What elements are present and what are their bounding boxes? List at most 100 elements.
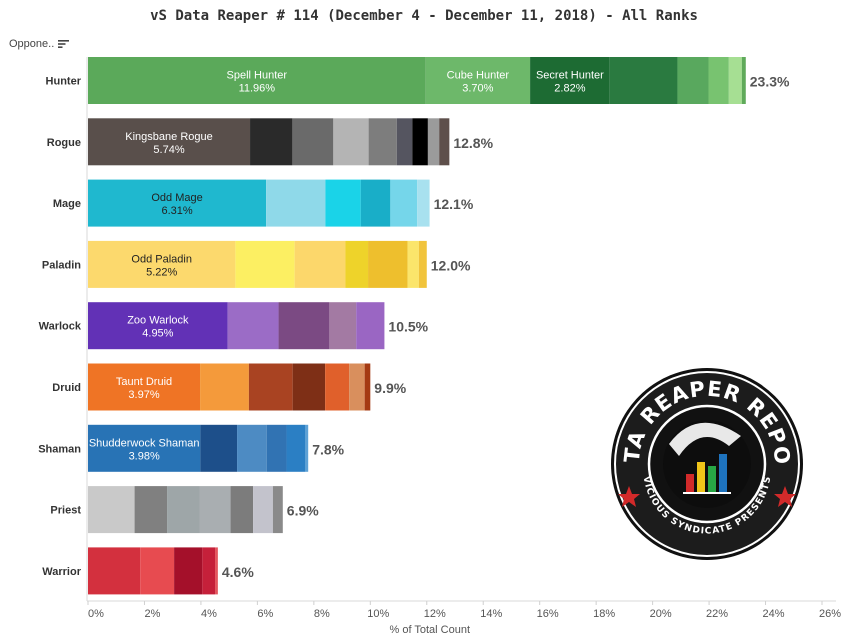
category-total-label: 7.8%	[312, 441, 344, 457]
bar-segment	[140, 547, 175, 595]
category-total-label: 6.9%	[287, 503, 319, 519]
bar-segment	[368, 240, 408, 288]
bar-segment	[88, 179, 267, 227]
bar-segment	[418, 240, 427, 288]
bar-segment	[215, 547, 218, 595]
segment-name-label: Spell Hunter	[227, 70, 288, 82]
bar-segment	[237, 424, 267, 472]
opponent-header-label: Oppone..	[9, 38, 55, 50]
bar-segment	[349, 363, 365, 411]
x-tick-label: 6%	[257, 608, 273, 620]
opponent-column-header[interactable]: Oppone..	[9, 38, 70, 50]
x-tick-label: 16%	[537, 608, 559, 620]
bar-segment	[294, 240, 346, 288]
x-tick-label: 18%	[593, 608, 615, 620]
segment-name-label: Kingsbane Rogue	[125, 131, 212, 143]
bar-segment	[345, 240, 369, 288]
x-tick-label: 0%	[88, 608, 104, 620]
category-label: Paladin	[42, 259, 81, 271]
category-label: Hunter	[46, 76, 82, 88]
bar-segment	[200, 363, 249, 411]
bar-segment	[708, 57, 729, 104]
category-label: Warlock	[39, 321, 82, 333]
x-tick-label: 14%	[480, 608, 502, 620]
category-label: Priest	[50, 505, 81, 517]
category-total-label: 12.0%	[431, 257, 471, 273]
bar-segment	[88, 302, 228, 350]
bar-segment	[174, 547, 203, 595]
data-reaper-report-logo: DATA REAPER REPORT VICIOUS SYNDICATE PRE…	[609, 366, 803, 560]
category-label: Rogue	[47, 137, 81, 149]
segment-value-label: 2.82%	[554, 83, 585, 95]
category-total-label: 12.8%	[453, 135, 493, 151]
category-label: Mage	[53, 198, 81, 210]
bar-segment	[266, 424, 287, 472]
bar-segment	[278, 302, 330, 350]
bar-segment	[728, 57, 742, 104]
bar-segment	[88, 363, 201, 411]
bar-segment	[202, 547, 216, 595]
bar-segment	[333, 118, 369, 166]
bar-segment	[88, 118, 251, 166]
bar-segment	[427, 118, 440, 166]
segment-name-label: Odd Paladin	[131, 253, 192, 265]
bar-segment	[407, 240, 419, 288]
bar-segment	[88, 57, 426, 104]
segment-value-label: 5.22%	[146, 266, 177, 278]
category-total-label: 23.3%	[750, 74, 790, 90]
segment-name-label: Shudderwock Shaman	[89, 437, 200, 449]
bar-segment	[530, 57, 610, 104]
bar-segment	[390, 179, 418, 227]
star-icon	[774, 486, 796, 507]
bar-segment	[396, 118, 413, 166]
segment-value-label: 4.95%	[142, 328, 173, 340]
chart-title: vS Data Reaper # 114 (December 4 - Decem…	[150, 8, 698, 24]
x-axis-title: % of Total Count	[390, 624, 471, 636]
x-tick-label: 20%	[650, 608, 672, 620]
bar-segment	[292, 363, 326, 411]
x-tick-label: 22%	[706, 608, 728, 620]
bar-segment	[439, 118, 450, 166]
segment-name-label: Odd Mage	[151, 192, 202, 204]
category-total-label: 9.9%	[374, 380, 406, 396]
category-label: Shaman	[38, 443, 81, 455]
category-label: Druid	[52, 382, 81, 394]
bar-segment	[305, 424, 309, 472]
segment-value-label: 3.98%	[129, 450, 160, 462]
bar-segment	[199, 486, 231, 534]
segment-name-label: Cube Hunter	[447, 70, 510, 82]
x-tick-label: 26%	[819, 608, 841, 620]
bar-segment	[364, 363, 371, 411]
x-tick-label: 4%	[201, 608, 217, 620]
category-total-label: 12.1%	[434, 196, 474, 212]
bar-segment	[368, 118, 397, 166]
segment-value-label: 6.31%	[161, 205, 192, 217]
bar-segment	[200, 424, 238, 472]
bar-segment	[88, 486, 135, 534]
bar-segment	[88, 424, 201, 472]
reaper-bars-icon	[663, 420, 751, 508]
bar-segment	[88, 240, 236, 288]
segment-value-label: 3.97%	[128, 389, 159, 401]
bar-segment	[412, 118, 428, 166]
bar-segment	[134, 486, 168, 534]
segment-value-label: 3.70%	[462, 83, 493, 95]
bar-segment	[325, 179, 361, 227]
category-total-label: 4.6%	[222, 564, 254, 580]
bar-segment	[227, 302, 279, 350]
sort-icon[interactable]	[58, 39, 70, 49]
category-label: Warrior	[42, 566, 81, 578]
segment-value-label: 5.74%	[153, 144, 184, 156]
bar-segment	[167, 486, 200, 534]
bar-segment	[266, 179, 326, 227]
x-tick-label: 24%	[763, 608, 785, 620]
x-tick-label: 10%	[367, 608, 389, 620]
x-tick-label: 8%	[314, 608, 330, 620]
segment-name-label: Zoo Warlock	[127, 315, 189, 327]
bar-segment	[677, 57, 709, 104]
segment-value-label: 11.96%	[239, 83, 276, 95]
bar-segment	[248, 363, 293, 411]
bar-segment	[360, 179, 391, 227]
bar-segment	[292, 118, 334, 166]
bar-segment	[286, 424, 306, 472]
